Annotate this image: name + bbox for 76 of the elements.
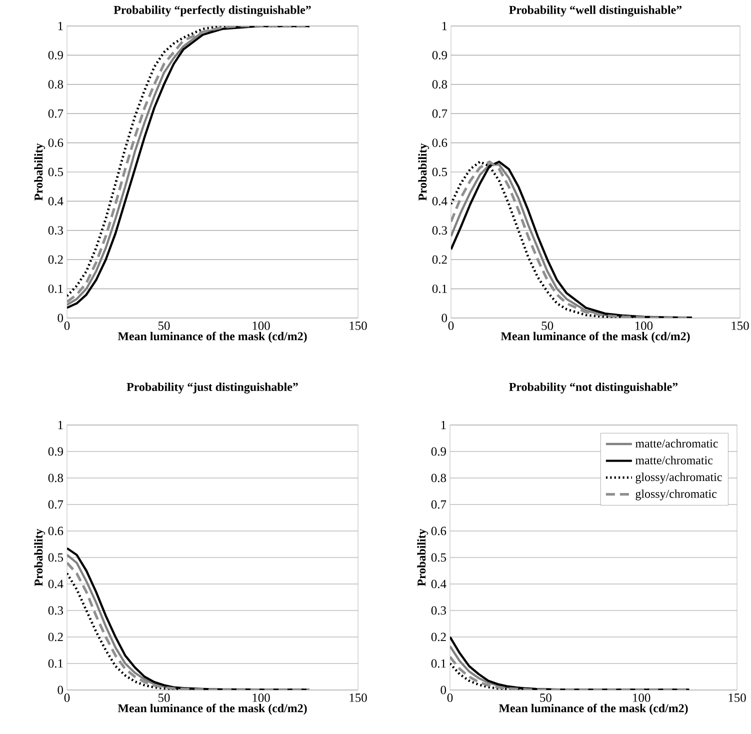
y-tick-label: 1 bbox=[442, 22, 447, 30]
y-tick-label: 0.4 bbox=[431, 580, 446, 588]
y-tick-label: 0.5 bbox=[48, 553, 63, 562]
chart-title: Probability “well distinguishable” bbox=[509, 6, 682, 16]
x-tick-label: 100 bbox=[635, 322, 653, 330]
y-axis-title: Probability bbox=[34, 143, 46, 201]
x-axis-title: Mean luminance of the mask (cd/m2) bbox=[500, 332, 690, 343]
y-tick-label: 0.6 bbox=[48, 526, 64, 536]
chart-title: Probability “perfectly distinguishable” bbox=[114, 5, 311, 16]
y-tick-label: 0.7 bbox=[48, 109, 64, 118]
y-tick-label: 0 bbox=[58, 314, 64, 322]
y-tick-label: 0.3 bbox=[48, 606, 63, 615]
y-tick-label: 0.3 bbox=[431, 606, 446, 615]
y-tick-label: 0.2 bbox=[48, 255, 63, 264]
x-tick-label: 100 bbox=[633, 694, 650, 702]
y-tick-label: 0.4 bbox=[48, 196, 64, 206]
chart-title: Probability “just distinguishable” bbox=[126, 382, 298, 394]
y-tick-label: 0.2 bbox=[431, 632, 446, 642]
y-tick-label: 0.8 bbox=[48, 80, 64, 89]
y-tick-label: 0.1 bbox=[431, 659, 446, 668]
y-tick-label: 0.9 bbox=[48, 447, 63, 456]
x-tick-label: 50 bbox=[542, 322, 554, 330]
x-tick-label: 0 bbox=[448, 322, 454, 330]
x-tick-label: 0 bbox=[64, 694, 70, 702]
x-tick-label: 150 bbox=[728, 694, 746, 702]
y-tick-label: 1 bbox=[58, 22, 63, 30]
y-tick-label: 0.9 bbox=[48, 50, 63, 60]
x-tick-label: 50 bbox=[158, 694, 170, 702]
y-tick-label: 0.6 bbox=[48, 138, 64, 148]
x-axis-title: Mean luminance of the mask (cd/m2) bbox=[118, 332, 307, 343]
x-tick-label: 0 bbox=[447, 694, 453, 702]
y-tick-label: 0.4 bbox=[432, 196, 448, 206]
y-tick-label: 0.8 bbox=[431, 474, 446, 482]
x-axis-title: Mean luminance of the mask (cd/m2) bbox=[118, 704, 307, 715]
y-tick-label: 0.2 bbox=[432, 255, 447, 264]
x-axis-title: Mean luminance of the mask (cd/m2) bbox=[498, 704, 688, 715]
y-tick-label: 0.7 bbox=[48, 500, 64, 509]
y-tick-label: 0.1 bbox=[432, 284, 447, 294]
y-tick-label: 1 bbox=[441, 420, 446, 430]
y-tick-label: 0.8 bbox=[48, 474, 64, 482]
y-tick-label: 0.3 bbox=[432, 226, 447, 235]
y-tick-label: 0.9 bbox=[431, 447, 446, 456]
y-tick-label: 0.5 bbox=[48, 168, 63, 176]
x-tick-label: 50 bbox=[540, 694, 552, 702]
chart-title: Probability “not distinguishable” bbox=[509, 382, 678, 394]
y-tick-label: 0.1 bbox=[48, 284, 63, 294]
y-tick-label: 0.2 bbox=[48, 632, 63, 642]
y-axis-title: Probability bbox=[34, 528, 46, 586]
legend-label: glossy/achromatic bbox=[636, 472, 722, 484]
y-tick-label: 0.7 bbox=[431, 500, 446, 509]
y-tick-label: 0.7 bbox=[432, 109, 448, 118]
y-tick-label: 0.9 bbox=[432, 50, 447, 60]
legend-label: matte/achromatic bbox=[635, 439, 718, 448]
x-tick-label: 150 bbox=[350, 694, 367, 702]
x-tick-label: 100 bbox=[252, 694, 270, 702]
legend-label: glossy/chromatic bbox=[636, 489, 717, 500]
y-tick-label: 0 bbox=[442, 314, 448, 322]
y-tick-label: 0.6 bbox=[432, 138, 448, 148]
legend-label: matte/chromatic bbox=[635, 456, 713, 464]
y-tick-label: 0.4 bbox=[48, 580, 64, 588]
x-tick-label: 100 bbox=[252, 322, 270, 330]
x-tick-label: 0 bbox=[64, 322, 70, 330]
y-tick-label: 0 bbox=[440, 686, 446, 694]
y-tick-label: 0 bbox=[58, 686, 64, 694]
x-tick-label: 150 bbox=[732, 322, 749, 330]
y-tick-label: 0.5 bbox=[431, 553, 446, 562]
y-tick-label: 0.1 bbox=[48, 659, 63, 668]
y-tick-label: 0.3 bbox=[48, 226, 63, 235]
y-tick-label: 0.6 bbox=[431, 526, 446, 536]
x-tick-label: 50 bbox=[158, 322, 170, 330]
x-tick-label: 150 bbox=[350, 322, 367, 330]
y-axis-title: Probability bbox=[417, 528, 428, 586]
y-tick-label: 0.5 bbox=[432, 168, 447, 176]
y-axis-title: Probability bbox=[418, 143, 430, 201]
y-tick-label: 0.8 bbox=[432, 80, 448, 89]
y-tick-label: 1 bbox=[58, 420, 63, 430]
